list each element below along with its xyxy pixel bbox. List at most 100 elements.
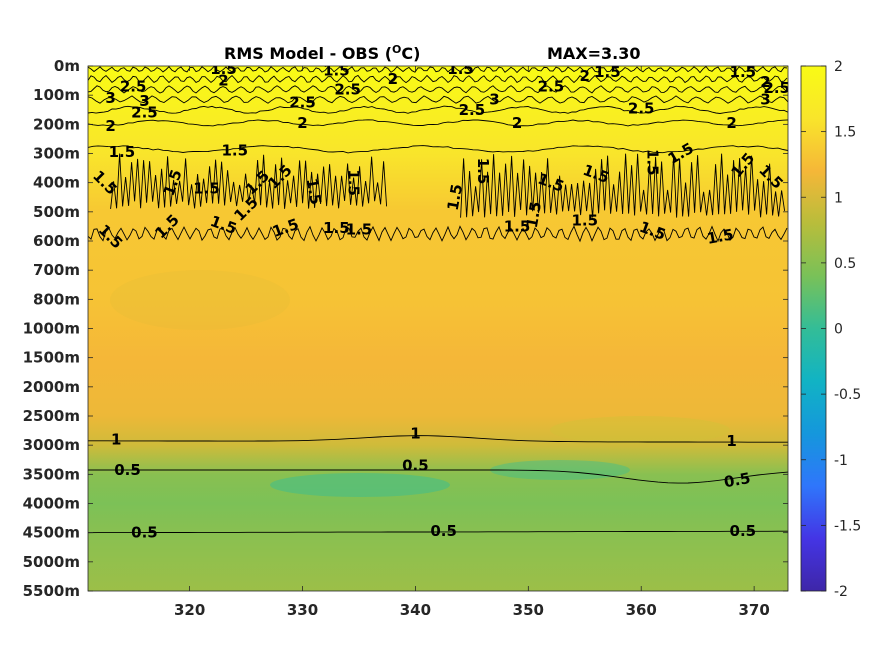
y-axis: 0m 100m 200m 300m 400m 500m 600m 700m 800m 1000m 1…: [23, 57, 788, 600]
contour-label: 1.5: [193, 180, 220, 198]
low-rms-patch: [270, 473, 450, 497]
contour-label: 1.5: [221, 142, 248, 160]
y-tick-label: 5500m: [23, 582, 80, 600]
contour-label: 2: [297, 114, 307, 132]
contour-label: 0.5: [730, 522, 757, 540]
contour-label: 2.5: [334, 80, 361, 98]
contour-label: 3: [760, 91, 770, 109]
contour-2.5-surface: [88, 85, 788, 94]
contour-label: 2: [760, 73, 770, 91]
chart-title: RMS Model - OBS (OC): [224, 43, 420, 63]
contour-label: 0.5: [430, 522, 457, 540]
contour-label: 2.5: [131, 104, 158, 122]
contour-label: 1.5: [474, 158, 492, 185]
colorbar-tick-label: 1.5: [834, 125, 856, 141]
y-tick-label: 700m: [33, 261, 80, 279]
contour-3-surface: [88, 95, 788, 104]
contour-label: 2: [726, 114, 736, 132]
contour-label: 1: [726, 432, 736, 450]
y-tick-label: 4000m: [23, 495, 80, 513]
contour-label: 2: [580, 67, 590, 85]
colorbar-tick-label: 2: [834, 59, 843, 75]
colorbar-tick-label: 0: [834, 322, 843, 338]
x-tick-label: 370: [738, 601, 769, 619]
warm-rms-patch: [110, 270, 290, 330]
y-tick-label: 300m: [33, 145, 80, 163]
low-rms-patch: [490, 460, 630, 480]
contour-label: 2: [218, 72, 228, 90]
chart-max-label: MAX=3.30: [547, 44, 641, 63]
contour-label: 0.5: [402, 457, 429, 475]
contour-label: 1.5: [644, 149, 662, 176]
contour-label: 1.5: [344, 169, 362, 196]
y-tick-label: 600m: [33, 232, 80, 250]
y-tick-label: 3500m: [23, 465, 80, 483]
contour-label: 1.5: [323, 219, 350, 237]
y-tick-label: 2500m: [23, 407, 80, 425]
contour-label: 1.5: [447, 60, 474, 78]
contour-2.5-subsurface: [88, 105, 788, 114]
contour-1.5-intermediate: [88, 225, 788, 243]
contour-label: 3: [489, 91, 499, 109]
colorbar: 2 1.5 1 0.5 0 -0.5 -1 -1.5 -2: [800, 59, 861, 600]
contour-label: 1.5: [504, 217, 531, 235]
contour-label: 1.5: [706, 225, 735, 247]
y-tick-label: 1000m: [23, 320, 80, 338]
contour-lines: [88, 66, 788, 534]
contour-label: 1: [111, 430, 121, 448]
contour-label: 2: [388, 70, 398, 88]
contour-1.5-surface: [88, 66, 788, 74]
plot-area: 1.5 1.5 1.5 1.5 1.52 2 2 22.5 2.5 2.5 2.53 3 3 32.52.…: [87, 60, 790, 592]
contour-label: 3: [139, 92, 149, 110]
contour-0.5-abyssal: [88, 530, 788, 534]
contour-label: 0.5: [114, 461, 141, 479]
y-tick-label: 400m: [33, 174, 80, 192]
contour-label: 1.5: [444, 183, 466, 212]
contour-label: 2.5: [538, 77, 565, 95]
y-tick-label: 3000m: [23, 436, 80, 454]
contour-label: 2.5: [763, 79, 790, 97]
colorbar-tick-label: 0.5: [834, 256, 856, 272]
colorbar-tick-label: -2: [834, 584, 848, 600]
x-tick-label: 330: [287, 601, 318, 619]
colorbar-tick-label: -1.5: [834, 518, 861, 534]
colorbar-tick-label: -0.5: [834, 387, 861, 403]
warm-rms-patch: [550, 416, 730, 444]
y-tick-label: 800m: [33, 290, 80, 308]
contour-label: 2.5: [289, 93, 316, 111]
contour-label: 1.5: [346, 220, 373, 238]
y-tick-label: 0m: [54, 57, 80, 75]
colorbar-ticks: 2 1.5 1 0.5 0 -0.5 -1 -1.5 -2: [801, 59, 861, 600]
x-tick-label: 350: [513, 601, 544, 619]
contour-label: 2.5: [628, 99, 655, 117]
contour-label: 3: [105, 89, 115, 107]
y-tick-label: 100m: [33, 86, 80, 104]
chart-title-unit: C): [401, 44, 420, 63]
heatmap-field: [88, 66, 788, 591]
x-tick-label: 360: [626, 601, 657, 619]
contour-label: 1.5: [523, 200, 545, 229]
contour-label: 2: [512, 114, 522, 132]
contour-label: 1.5: [730, 63, 757, 81]
contour-label: 1.5: [303, 177, 325, 206]
field-anomalies: [110, 270, 730, 497]
y-tick-label: 5000m: [23, 553, 80, 571]
contour-label: 1.5: [109, 143, 136, 161]
x-axis: 320 330 340 350 360 370: [174, 66, 770, 619]
y-tick-label: 4500m: [23, 524, 80, 542]
contour-label: 1.5: [594, 63, 621, 81]
y-tick-label: 2000m: [23, 378, 80, 396]
contour-label: 1.5: [210, 60, 237, 78]
contour-1.5-thermocline: [88, 145, 788, 154]
contour-label: 1.5: [571, 212, 598, 230]
contour-0.5-deep: [88, 469, 788, 484]
contour-1.5-west-cells: [110, 153, 388, 209]
contour-label: 0.5: [723, 469, 752, 491]
chart-title-superscript: O: [392, 43, 401, 56]
y-tick-label: 1500m: [23, 349, 80, 367]
colorbar-tick-label: -1: [834, 453, 848, 469]
contour-label: 1.5: [323, 61, 350, 79]
contour-label: 1: [410, 425, 420, 443]
y-tick-label: 200m: [33, 115, 80, 133]
